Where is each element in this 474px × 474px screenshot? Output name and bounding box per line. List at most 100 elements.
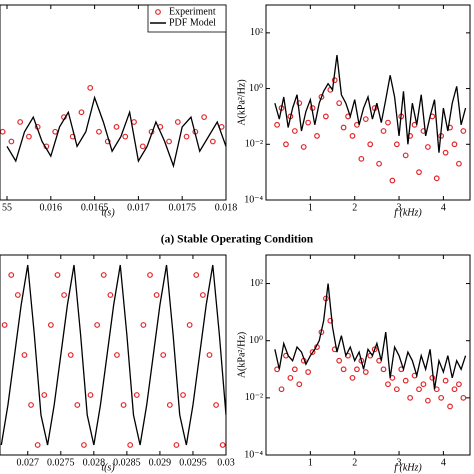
data-point	[358, 155, 365, 162]
data-point	[349, 374, 356, 381]
data-point	[287, 374, 294, 381]
x-tick-label: 0.0285	[113, 457, 141, 468]
data-point	[21, 352, 28, 358]
legend-label: PDF Model	[169, 17, 216, 28]
data-point	[41, 392, 48, 398]
data-point	[362, 116, 369, 123]
data-point	[456, 160, 462, 167]
panel: 0.027 0.0275 0.028 0.0285 0.029 0.0295 0.03 t(s…	[0, 254, 235, 473]
data-point	[393, 386, 400, 393]
y-tick-label: 10⁻⁴	[244, 194, 263, 205]
data-point	[173, 442, 180, 448]
data-point	[153, 292, 160, 298]
data-point	[340, 366, 347, 373]
data-point	[460, 128, 467, 134]
data-point	[429, 374, 436, 381]
data-point	[385, 119, 391, 126]
y-tick-label: 10⁰	[249, 83, 263, 94]
plot-frame	[265, 4, 471, 201]
data-point	[318, 94, 325, 100]
legend-box	[147, 4, 227, 33]
x-tick-label: 3	[397, 457, 402, 468]
data-point	[127, 442, 134, 448]
data-point	[274, 121, 280, 128]
data-point	[305, 119, 312, 126]
data-point	[283, 141, 289, 148]
x-axis-label: t(s)	[101, 207, 115, 218]
panel: 1 2 3 4 10² 10⁰ 10⁻² 10⁻⁴ f (kHz) A(kPa²/Hz)	[236, 4, 471, 218]
data-point	[28, 402, 34, 408]
data-point	[201, 114, 208, 121]
x-tick-label: 0.027	[17, 457, 40, 468]
data-point	[67, 352, 74, 358]
data-point	[451, 141, 458, 148]
data-point	[87, 84, 94, 91]
data-point	[100, 272, 107, 278]
data-point	[206, 352, 213, 358]
data-point	[14, 292, 21, 298]
data-point	[336, 100, 343, 107]
caption: (a) Stable Operating Condition	[161, 234, 314, 246]
data-point	[47, 322, 54, 328]
data-point	[305, 369, 312, 375]
data-point	[131, 119, 137, 125]
x-tick-label: 0.0175	[168, 202, 196, 213]
data-point	[174, 119, 181, 125]
data-point	[209, 138, 216, 145]
data-point	[78, 109, 85, 116]
data-point	[74, 402, 81, 408]
x-axis-label: f (kHz)	[394, 462, 422, 473]
data-point	[402, 152, 409, 159]
data-point	[349, 132, 356, 139]
panel: 1 2 3 4 10² 10⁰ 10⁻² 10⁻⁴ f (kHz) A(kPa²/Hz)	[236, 254, 471, 473]
x-tick-label: 0.017	[127, 202, 150, 213]
data-point	[8, 272, 15, 278]
x-tick-label: 0.029	[149, 457, 172, 468]
data-point	[433, 175, 440, 182]
data-point	[296, 100, 303, 107]
data-point	[371, 346, 378, 353]
data-point	[380, 366, 387, 373]
x-tick-label: 1	[308, 202, 313, 213]
data-line	[0, 264, 226, 446]
data-point	[34, 442, 41, 448]
data-point	[104, 138, 111, 145]
data-point	[0, 128, 6, 135]
panel: 55 0.016 0.0165 0.017 0.0175 0.018 t(s) Experim…	[0, 4, 237, 218]
y-tick-label: 10⁻²	[245, 392, 263, 403]
data-point	[180, 392, 186, 398]
data-point	[291, 366, 298, 373]
data-point	[107, 292, 114, 298]
data-point	[133, 392, 140, 398]
data-point	[380, 128, 387, 134]
data-line	[6, 95, 226, 169]
data-point	[213, 402, 219, 408]
data-point	[193, 272, 200, 278]
x-tick-label: 4	[441, 457, 446, 468]
data-line	[274, 283, 467, 390]
data-point	[300, 144, 307, 150]
data-point	[54, 272, 61, 278]
y-axis-label: A(kPa²/Hz)	[236, 79, 247, 125]
y-tick-label: 10²	[250, 27, 263, 38]
x-tick-label: 2	[352, 202, 357, 213]
data-point	[199, 292, 206, 298]
data-point	[186, 322, 193, 328]
x-axis-label: f (kHz)	[394, 207, 422, 218]
data-point	[354, 366, 360, 373]
data-point	[114, 352, 120, 358]
data-point	[362, 369, 369, 375]
x-tick-label: 55	[2, 202, 12, 213]
x-tick-label: 4	[441, 202, 446, 213]
y-tick-label: 10²	[250, 278, 263, 289]
x-tick-label: 0.028	[83, 457, 106, 468]
data-point	[314, 132, 320, 139]
data-point	[460, 394, 467, 401]
data-point	[160, 352, 167, 358]
data-point	[120, 402, 127, 408]
data-point	[81, 442, 87, 448]
y-tick-label: 10⁰	[249, 335, 263, 346]
data-point	[442, 149, 449, 156]
